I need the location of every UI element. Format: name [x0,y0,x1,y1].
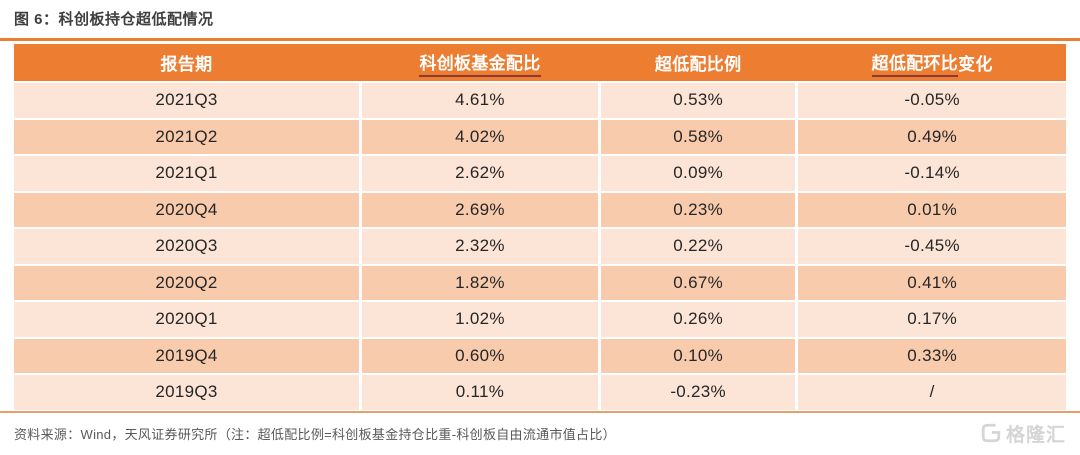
cell-period: 2021Q3 [14,83,360,118]
table-row: 2021Q1 2.62% 0.09% -0.14% [14,156,1066,191]
cell-qoq-change: 0.41% [798,265,1066,300]
table-row: 2020Q3 2.32% 0.22% -0.45% [14,229,1066,264]
cell-underallocation-ratio: 0.09% [600,156,796,191]
cell-period: 2019Q4 [14,338,360,373]
top-divider [0,38,1080,41]
cell-period: 2020Q2 [14,265,360,300]
cell-fund-allocation: 2.69% [362,192,598,227]
header-underallocation-ratio: 超低配比例 [601,44,795,81]
table-row: 2019Q4 0.60% 0.10% 0.33% [14,338,1066,373]
cell-qoq-change: -0.05% [798,83,1066,118]
cell-qoq-change: -0.14% [798,156,1066,191]
cell-period: 2019Q3 [14,375,360,410]
cell-period: 2020Q1 [14,302,360,337]
cell-fund-allocation: 4.02% [362,119,598,154]
table-row: 2020Q2 1.82% 0.67% 0.41% [14,265,1066,300]
cell-fund-allocation: 0.60% [362,338,598,373]
cell-underallocation-ratio: 0.22% [600,229,796,264]
header-underlined-part: 超低配环比 [871,49,959,77]
cell-qoq-change: 0.33% [798,338,1066,373]
cell-period: 2020Q4 [14,192,360,227]
cell-underallocation-ratio: 0.67% [600,265,796,300]
cell-qoq-change: / [798,375,1066,410]
cell-underallocation-ratio: -0.23% [600,375,796,410]
cell-fund-allocation: 4.61% [362,83,598,118]
header-fund-allocation: 科创板基金配比 [362,44,598,81]
table-row: 2021Q3 4.61% 0.53% -0.05% [14,83,1066,118]
cell-underallocation-ratio: 0.58% [600,119,796,154]
table-row: 2021Q2 4.02% 0.58% 0.49% [14,119,1066,154]
brand-logo: 格隆汇 [980,420,1066,447]
cell-fund-allocation: 1.82% [362,265,598,300]
table-row: 2020Q4 2.69% 0.23% 0.01% [14,192,1066,227]
table-header-row: 报告期 科创板基金配比 超低配比例 超低配环比 变化 [14,44,1066,81]
cell-qoq-change: 0.01% [798,192,1066,227]
header-plain-part: 变化 [958,55,993,74]
cell-fund-allocation: 2.32% [362,229,598,264]
footer: 资料来源：Wind，天风证券研究所（注：超低配比例=科创板基金持仓比重-科创板自… [14,420,1066,447]
cell-qoq-change: 0.49% [798,119,1066,154]
cell-qoq-change: -0.45% [798,229,1066,264]
source-note: 资料来源：Wind，天风证券研究所（注：超低配比例=科创板基金持仓比重-科创板自… [14,426,616,442]
table-row: 2020Q1 1.02% 0.26% 0.17% [14,302,1066,337]
cell-underallocation-ratio: 0.10% [600,338,796,373]
cell-fund-allocation: 2.62% [362,156,598,191]
cell-period: 2021Q1 [14,156,360,191]
header-qoq-change: 超低配环比 变化 [798,44,1066,81]
cell-underallocation-ratio: 0.53% [600,83,796,118]
gelonghui-g-icon [980,422,1002,444]
cell-fund-allocation: 1.02% [362,302,598,337]
figure-title: 图 6：科创板持仓超低配情况 [14,11,214,28]
cell-period: 2020Q3 [14,229,360,264]
bottom-divider [0,410,1080,413]
cell-underallocation-ratio: 0.23% [600,192,796,227]
brand-name: 格隆汇 [1005,424,1066,446]
holdings-table: 报告期 科创板基金配比 超低配比例 超低配环比 变化 2021Q3 4.61% 0… [14,44,1066,410]
cell-fund-allocation: 0.11% [362,375,598,410]
header-plain-part: 报告期 [160,55,213,74]
cell-underallocation-ratio: 0.26% [600,302,796,337]
header-underlined-part: 科创板基金配比 [419,49,541,77]
table-row: 2019Q3 0.11% -0.23% / [14,375,1066,410]
cell-qoq-change: 0.17% [798,302,1066,337]
header-plain-part: 超低配比例 [654,55,742,74]
header-report-period: 报告期 [14,44,359,81]
cell-period: 2021Q2 [14,119,360,154]
